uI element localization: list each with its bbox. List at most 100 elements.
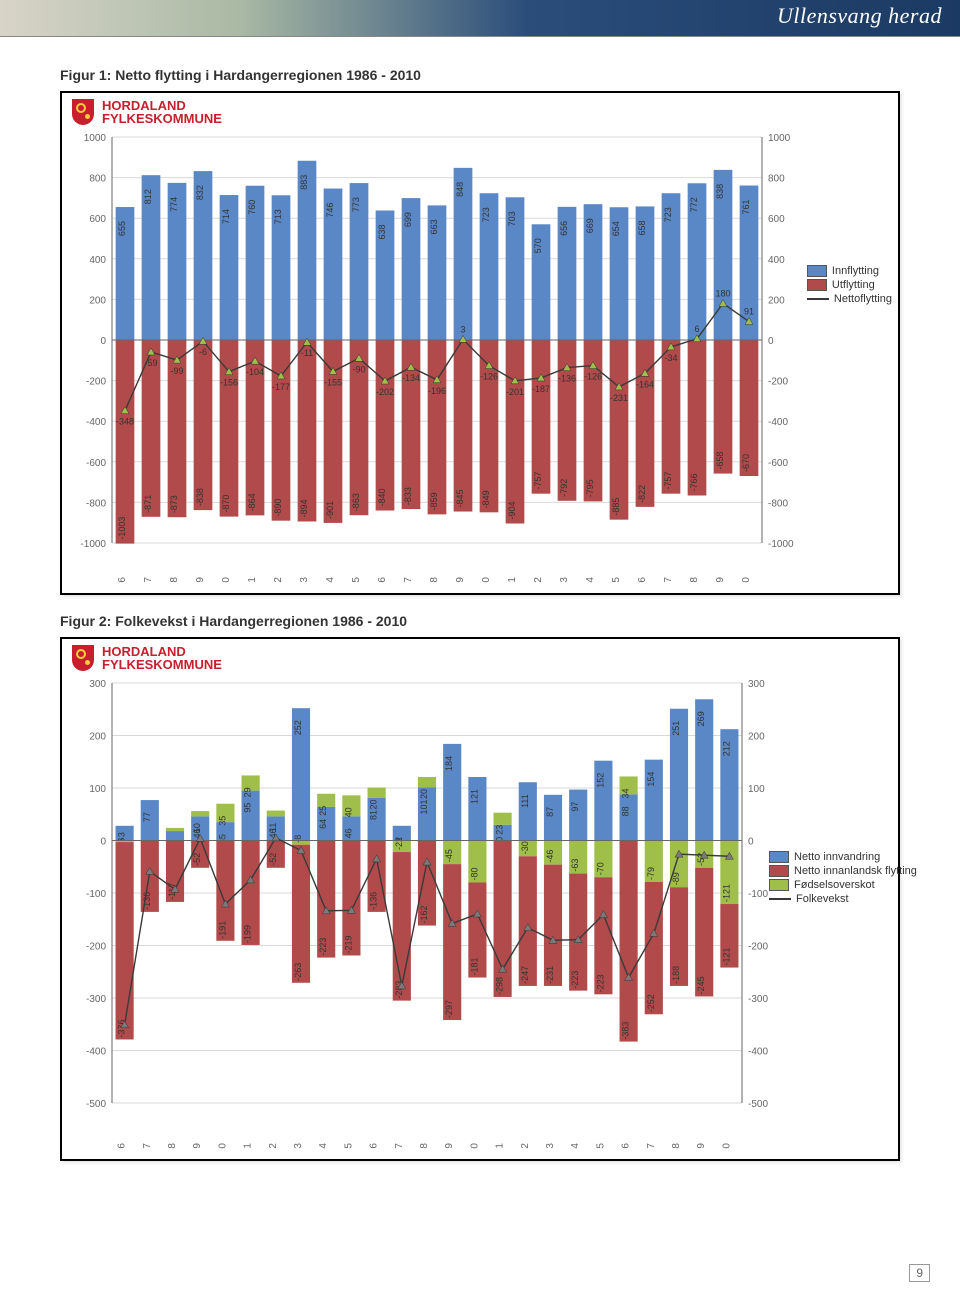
figure2-caption: Figur 2: Folkevekst i Hardangerregionen … [60,613,900,629]
svg-text:-134: -134 [402,373,420,383]
svg-text:-155: -155 [324,377,342,387]
svg-text:714: 714 [221,209,231,224]
svg-text:1997: 1997 [403,577,414,583]
svg-text:723: 723 [481,207,491,222]
svg-text:-136: -136 [369,892,379,910]
svg-text:-757: -757 [533,472,543,490]
svg-text:180: 180 [715,288,730,298]
svg-text:-658: -658 [715,452,725,470]
svg-text:1990: 1990 [217,1143,228,1149]
svg-text:-52: -52 [192,853,202,866]
svg-text:-670: -670 [741,454,751,472]
svg-text:1993: 1993 [293,1143,304,1149]
svg-text:-8: -8 [293,835,303,843]
svg-text:2004: 2004 [570,1143,581,1149]
svg-text:761: 761 [741,200,751,215]
svg-text:-400: -400 [86,1047,106,1058]
svg-text:2001: 2001 [495,1143,506,1149]
svg-text:-70: -70 [595,862,605,875]
svg-text:0: 0 [768,336,774,347]
svg-text:-52: -52 [268,853,278,866]
svg-text:212: 212 [721,741,731,756]
svg-text:812: 812 [143,189,153,204]
svg-text:-121: -121 [721,884,731,902]
legend-item: Netto innvandring [769,851,904,863]
svg-text:-845: -845 [455,490,465,508]
svg-text:-901: -901 [325,501,335,519]
svg-text:-800: -800 [86,498,106,509]
svg-text:1986: 1986 [117,1143,128,1149]
svg-text:655: 655 [117,221,127,236]
svg-text:2003: 2003 [545,1143,556,1149]
svg-text:100: 100 [748,784,765,795]
svg-text:300: 300 [748,679,765,690]
svg-text:-80: -80 [469,867,479,880]
svg-text:184: 184 [444,756,454,771]
svg-text:251: 251 [671,721,681,736]
svg-text:772: 772 [689,197,699,212]
chart1-frame: HORDALAND FYLKESKOMMUNE -1000-1000-800-8… [60,91,900,595]
svg-text:-885: -885 [611,498,621,516]
svg-text:570: 570 [533,238,543,253]
svg-text:838: 838 [715,184,725,199]
svg-text:1995: 1995 [351,577,362,583]
svg-text:1998: 1998 [429,577,440,583]
svg-text:2006: 2006 [637,577,648,583]
svg-text:703: 703 [507,211,517,226]
svg-text:-187: -187 [532,384,550,394]
svg-text:0: 0 [100,837,106,848]
chart1-svg: -1000-1000-800-800-600-600-400-400-200-2… [62,127,892,583]
svg-text:656: 656 [559,221,569,236]
svg-text:200: 200 [89,295,106,306]
svg-text:-200: -200 [86,377,106,388]
svg-text:46: 46 [343,828,353,838]
svg-text:2005: 2005 [611,577,622,583]
svg-text:-200: -200 [748,942,768,953]
svg-text:1992: 1992 [268,1143,279,1149]
svg-text:-873: -873 [169,495,179,513]
svg-text:121: 121 [469,789,479,804]
svg-text:-126: -126 [480,372,498,382]
svg-text:663: 663 [429,219,439,234]
svg-text:2004: 2004 [585,577,596,583]
figure1-caption: Figur 1: Netto flytting i Hardangerregio… [60,67,900,83]
svg-text:-191: -191 [217,921,227,939]
svg-text:638: 638 [377,224,387,239]
svg-text:0: 0 [748,837,754,848]
svg-text:-1003: -1003 [117,517,127,540]
svg-text:1987: 1987 [143,577,154,583]
svg-text:-904: -904 [507,501,517,519]
svg-text:111: 111 [520,794,530,808]
svg-text:2007: 2007 [663,577,674,583]
svg-text:2002: 2002 [533,577,544,583]
chart2-frame: HORDALAND FYLKESKOMMUNE -500-500-400-400… [60,637,900,1161]
svg-text:2009: 2009 [715,577,726,583]
svg-text:-164: -164 [636,379,654,389]
svg-text:-252: -252 [646,994,656,1012]
svg-text:1000: 1000 [84,133,107,144]
svg-text:-59: -59 [144,358,157,368]
svg-text:-11: -11 [301,348,313,358]
chart1-legend: InnflyttingUtflyttingNettoflytting [807,263,892,307]
svg-text:1999: 1999 [444,1143,455,1149]
svg-text:29: 29 [243,787,253,797]
svg-text:1994: 1994 [318,1143,329,1149]
svg-text:101: 101 [419,799,429,814]
svg-text:-156: -156 [220,378,238,388]
svg-text:-800: -800 [768,498,788,509]
svg-text:848: 848 [455,182,465,197]
svg-text:269: 269 [696,711,706,726]
svg-text:400: 400 [768,255,785,266]
svg-text:-297: -297 [444,1000,454,1018]
svg-text:34: 34 [621,788,631,798]
svg-text:400: 400 [89,255,106,266]
svg-text:1999: 1999 [455,577,466,583]
svg-text:-22: -22 [394,837,404,850]
svg-text:-600: -600 [768,458,788,469]
svg-text:-231: -231 [610,393,628,403]
svg-text:2008: 2008 [689,577,700,583]
svg-text:91: 91 [744,307,754,317]
svg-text:-840: -840 [377,489,387,507]
svg-text:1989: 1989 [192,1143,203,1149]
svg-text:154: 154 [646,772,656,787]
